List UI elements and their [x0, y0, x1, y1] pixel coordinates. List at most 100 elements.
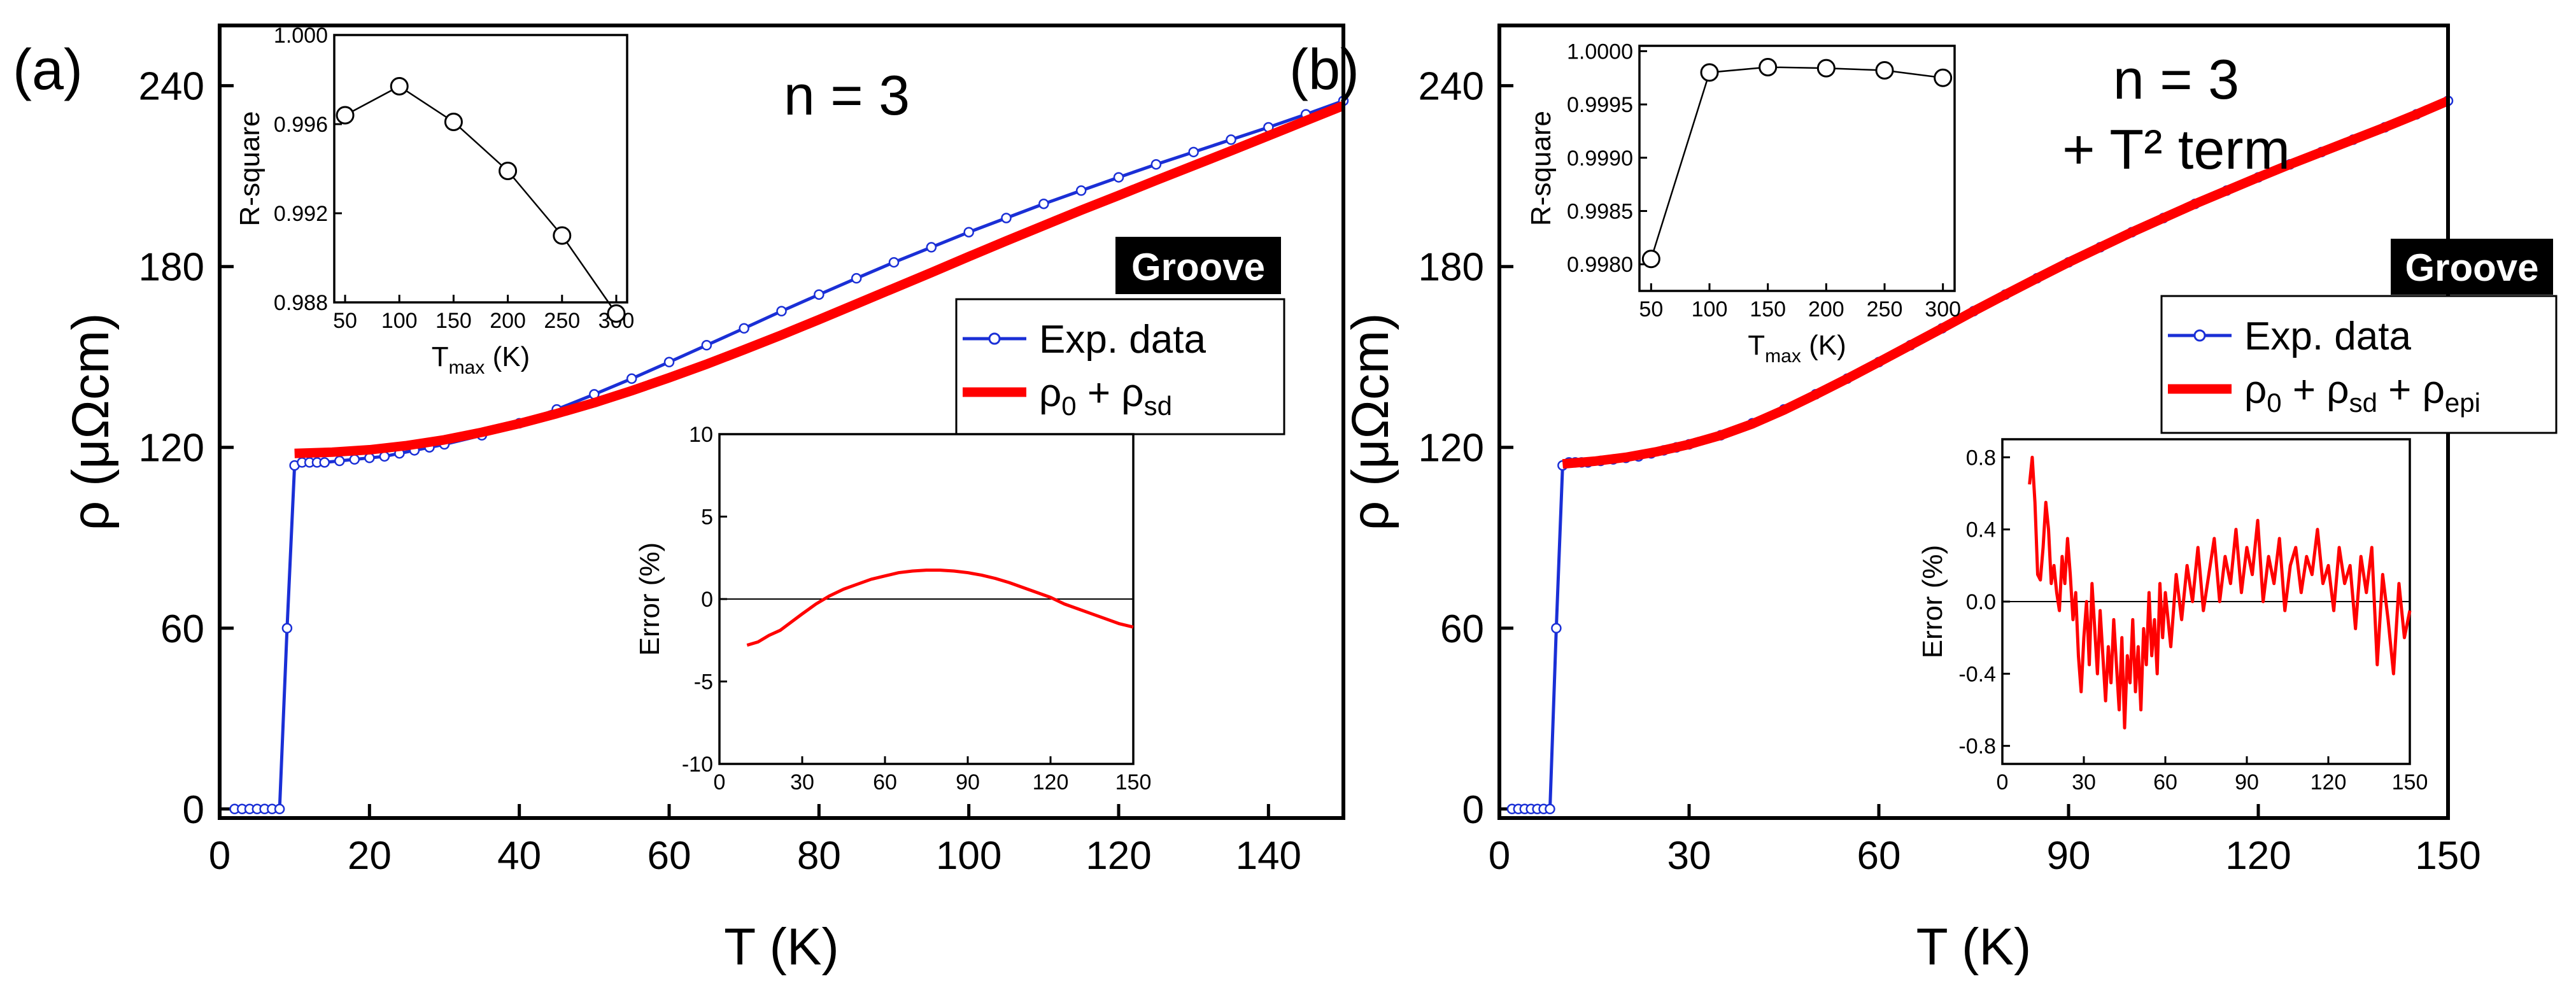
inset-rsquare-point [444, 113, 463, 131]
exp-data-point [814, 289, 824, 300]
exp-data-point [1551, 623, 1562, 634]
inset-error-x-tick-label: 60 [2153, 770, 2177, 794]
inset-rsquare-frame [1638, 45, 1956, 292]
x-tick-label: 0 [209, 834, 230, 878]
inset-rsquare-y-tick-label: 0.9980 [1567, 253, 1633, 277]
inset-error-x-tick-label: 30 [2072, 770, 2096, 794]
inset-rsquare-x-label: Tmax (K) [1748, 330, 1846, 367]
exp-data-point [776, 306, 787, 317]
y-tick-label: 180 [139, 246, 204, 290]
inset-error-x-tick-label: 90 [2235, 770, 2259, 794]
inset-error-y-tick-label: 0.0 [1966, 590, 1996, 614]
inset-rsquare-x-tick-label: 250 [544, 309, 580, 333]
legend-fit-label: ρ0 + ρsd [1039, 371, 1172, 421]
inset-rsquare-frame [333, 34, 628, 304]
inset-error-x-tick-label: 60 [873, 770, 897, 794]
inset-rsquare-x-tick-label: 50 [333, 309, 357, 333]
inset-rsquare-point [1875, 61, 1894, 80]
exp-data-point [1038, 198, 1049, 209]
inset-error-x-tick-label: 150 [1115, 770, 1152, 794]
inset-error: 0 30 60 90 120 150 -0.8 -0.4 0.0 0.4 0.8 Error (%) [1917, 438, 2428, 794]
exp-data-point [334, 455, 345, 467]
inset-rsquare-y-tick-label: 0.996 [274, 113, 328, 137]
annotation-title: n = 3 [784, 64, 910, 127]
inset-rsquare-point [1816, 59, 1836, 78]
inset-rsquare-x-label: Tmax (K) [432, 341, 530, 378]
inset-error-y-tick-label: 0.4 [1966, 518, 1996, 542]
inset-rsquare-point [499, 162, 518, 180]
legend-fit-subscript: 0 [1061, 391, 1076, 421]
inset-error-line [746, 568, 1134, 647]
inset-rsquare-x-tick-label: 100 [381, 309, 418, 333]
legend-fit-text: ρ [2244, 368, 2267, 412]
inset-rsquare-y-tick-label: 0.9985 [1567, 199, 1633, 223]
inset-error-y-tick-label: -5 [694, 670, 713, 695]
y-tick-label: 120 [1419, 427, 1484, 470]
inset-error-y-tick-label: 0 [701, 588, 713, 612]
inset-error-y-tick-label: -0.8 [1958, 735, 1996, 759]
exp-data-point [851, 272, 862, 284]
x-tick-label: 20 [348, 834, 392, 878]
inset-rsquare-line [344, 85, 617, 314]
exp-data-point [319, 457, 330, 468]
y-axis-label: ρ (μΩcm) [62, 313, 120, 531]
legend-exp-label: Exp. data [2244, 314, 2411, 358]
exp-data-point [626, 373, 637, 385]
inset-error-y-tick-label: -10 [682, 752, 713, 777]
inset-rsquare: 501001502002503000.9880.9920.9961.000Tma… [234, 24, 634, 378]
fit-line [294, 101, 1345, 458]
inset-rsquare-point [390, 77, 409, 95]
exp-data-point [274, 803, 285, 815]
x-tick-label: 90 [2047, 834, 2091, 878]
inset-rsquare-x-tick-label: 150 [1750, 297, 1786, 321]
y-tick-label: 180 [1419, 246, 1484, 290]
x-tick-label: 60 [648, 834, 691, 878]
exp-data-point [888, 257, 900, 268]
annotation-title: n = 3 [2113, 48, 2239, 111]
inset-rsquare-x-tick-label: 300 [1925, 297, 1961, 321]
groove-badge-label: Groove [1131, 246, 1265, 288]
groove-badge [2391, 239, 2553, 295]
groove-badge-label: Groove [2405, 246, 2538, 289]
inset-rsquare-point [1641, 250, 1660, 269]
legend-fit-text: + ρ [1077, 371, 1144, 415]
exp-data-point [926, 242, 937, 253]
inset-error-y-tick-label: -0.4 [1958, 662, 1996, 686]
legend-fit-label: ρ0 + ρsd + ρepi [2244, 368, 2480, 418]
legend-fit-text: ρ [1039, 371, 1061, 415]
x-tick-label: 150 [2415, 834, 2480, 878]
x-tick-label: 140 [1236, 834, 1301, 878]
y-tick-label: 120 [139, 427, 204, 470]
exp-data-point [281, 623, 293, 634]
exp-data-point [1001, 213, 1012, 223]
x-tick-label: 100 [936, 834, 1001, 878]
x-tick-label: 60 [1857, 834, 1901, 878]
exp-data-point [379, 451, 390, 462]
legend-exp-marker [988, 332, 1001, 345]
panel-label: (b) [1289, 38, 1359, 102]
inset-error-y-label: Error (%) [1917, 545, 1948, 658]
exp-data-point [364, 453, 375, 463]
legend-box [2160, 295, 2558, 434]
y-tick-label: 60 [1440, 607, 1484, 651]
inset-error-y-tick-label: 10 [689, 423, 713, 447]
inset-error-x-tick-label: 150 [2392, 770, 2428, 794]
inset-rsquare-x-label-main: T [432, 341, 449, 372]
groove-badge [1115, 237, 1281, 294]
inset-rsquare-x-label-unit: (K) [1801, 330, 1846, 361]
inset-rsquare-y-tick-label: 0.9990 [1567, 146, 1633, 171]
inset-rsquare-y-label: R-square [1525, 111, 1557, 226]
x-tick-label: 30 [1667, 834, 1711, 878]
inset-rsquare-x-tick-label: 150 [435, 309, 472, 333]
inset-rsquare-point [607, 304, 626, 323]
inset-rsquare-x-tick-label: 200 [1808, 297, 1844, 321]
x-tick-label: 80 [797, 834, 841, 878]
y-tick-label: 240 [139, 65, 204, 109]
inset-error-x-tick-label: 90 [956, 770, 980, 794]
exp-data-point [1150, 159, 1162, 170]
annotation-subtitle: + T² term [2062, 118, 2290, 181]
x-axis-label: T (K) [724, 918, 839, 976]
legend-fit-subscript: 0 [2267, 388, 2281, 418]
inset-rsquare-y-tick-label: 0.992 [274, 202, 328, 226]
